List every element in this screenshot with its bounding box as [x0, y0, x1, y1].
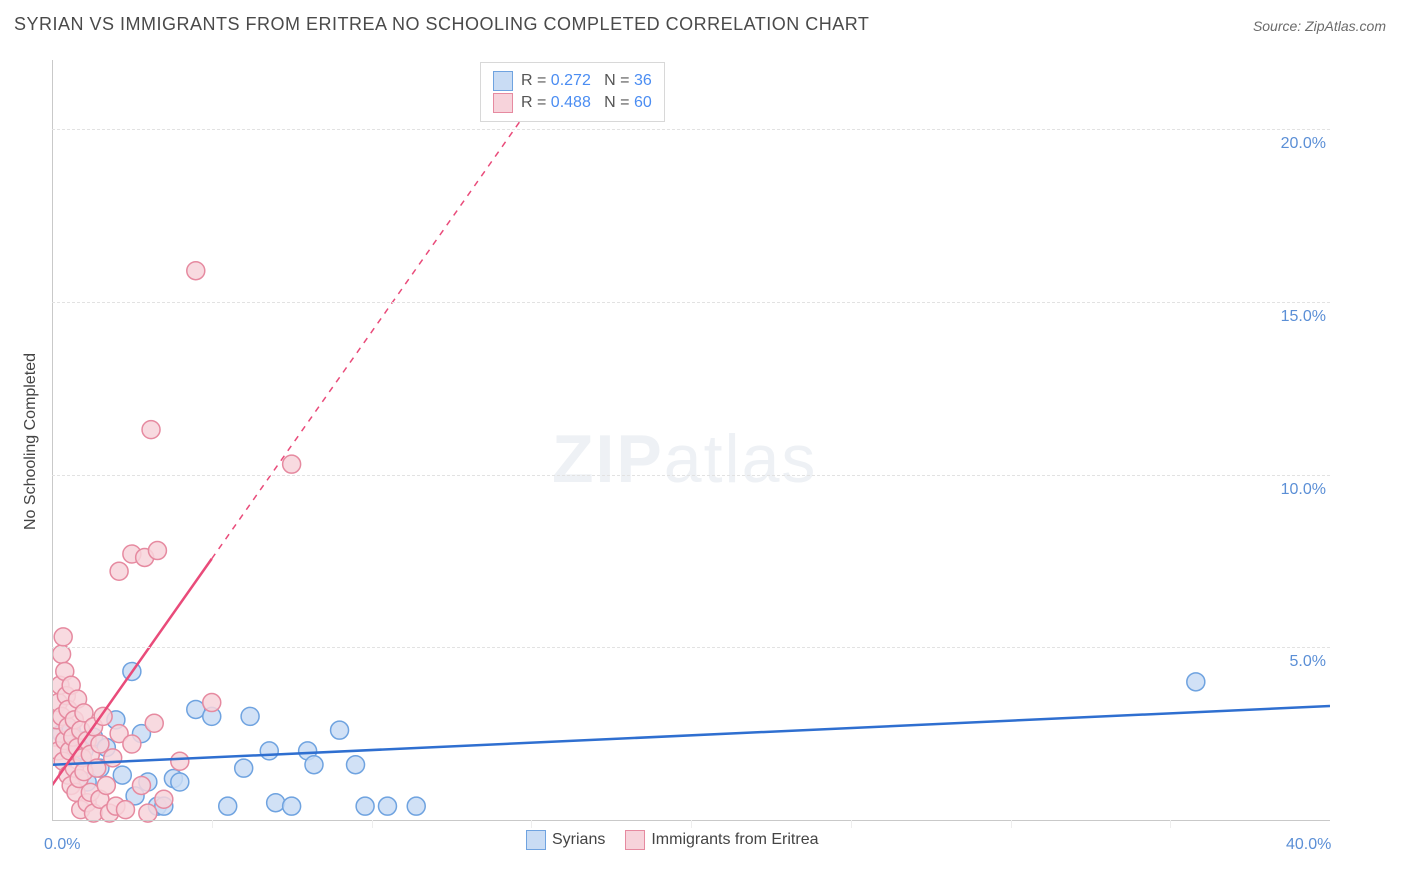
data-point [260, 742, 278, 760]
legend-correlation: R = 0.272 N = 36 R = 0.488 N = 60 [480, 62, 665, 122]
y-tick-label: 10.0% [1274, 481, 1326, 499]
legend-item: Immigrants from Eritrea [625, 830, 818, 850]
data-point [378, 797, 396, 815]
data-point [110, 562, 128, 580]
data-point [171, 752, 189, 770]
grid-line [52, 647, 1330, 648]
data-point [171, 773, 189, 791]
legend-swatch [625, 830, 645, 850]
data-point [203, 694, 221, 712]
data-point [132, 776, 150, 794]
legend-stats: R = 0.272 N = 36 [521, 72, 652, 90]
x-minor-tick [691, 820, 692, 828]
data-point [155, 790, 173, 808]
grid-line [52, 302, 1330, 303]
x-minor-tick [851, 820, 852, 828]
legend-label: Immigrants from Eritrea [651, 831, 818, 848]
data-point [267, 794, 285, 812]
x-minor-tick [1170, 820, 1171, 828]
chart-title: SYRIAN VS IMMIGRANTS FROM ERITREA NO SCH… [14, 14, 869, 35]
data-point [219, 797, 237, 815]
x-minor-tick [1011, 820, 1012, 828]
trend-line-dashed [212, 60, 563, 559]
data-point [187, 262, 205, 280]
y-tick-label: 5.0% [1274, 653, 1326, 671]
data-point [305, 756, 323, 774]
data-point [145, 714, 163, 732]
legend-stats: R = 0.488 N = 60 [521, 94, 652, 112]
data-point [283, 455, 301, 473]
data-point [142, 421, 160, 439]
data-point [235, 759, 253, 777]
data-point [113, 766, 131, 784]
source-label: Source: ZipAtlas.com [1253, 18, 1386, 34]
x-tick-label: 0.0% [44, 836, 80, 854]
legend-row: R = 0.272 N = 36 [493, 71, 652, 91]
data-point [123, 735, 141, 753]
data-point [148, 542, 166, 560]
data-point [97, 776, 115, 794]
legend-row: R = 0.488 N = 60 [493, 93, 652, 113]
y-axis-label: No Schooling Completed [22, 353, 40, 530]
data-point [356, 797, 374, 815]
chart-svg [52, 60, 1330, 830]
x-minor-tick [372, 820, 373, 828]
data-point [104, 749, 122, 767]
y-tick-label: 15.0% [1274, 308, 1326, 326]
data-point [116, 801, 134, 819]
legend-item: Syrians [526, 830, 605, 850]
data-point [1187, 673, 1205, 691]
y-axis-line [52, 60, 53, 820]
data-point [347, 756, 365, 774]
data-point [283, 797, 301, 815]
legend-swatch [526, 830, 546, 850]
legend-label: Syrians [552, 831, 605, 848]
legend-swatch [493, 93, 513, 113]
data-point [331, 721, 349, 739]
plot-area: ZIPatlas R = 0.272 N = 36R = 0.488 N = 6… [52, 60, 1330, 820]
legend-series: Syrians Immigrants from Eritrea [526, 830, 819, 850]
x-minor-tick [531, 820, 532, 828]
data-point [241, 707, 259, 725]
data-point [407, 797, 425, 815]
y-tick-label: 20.0% [1274, 135, 1326, 153]
data-point [54, 628, 72, 646]
x-minor-tick [212, 820, 213, 828]
data-point [91, 735, 109, 753]
grid-line [52, 129, 1330, 130]
legend-swatch [493, 71, 513, 91]
x-tick-label: 40.0% [1286, 836, 1331, 854]
grid-line [52, 475, 1330, 476]
